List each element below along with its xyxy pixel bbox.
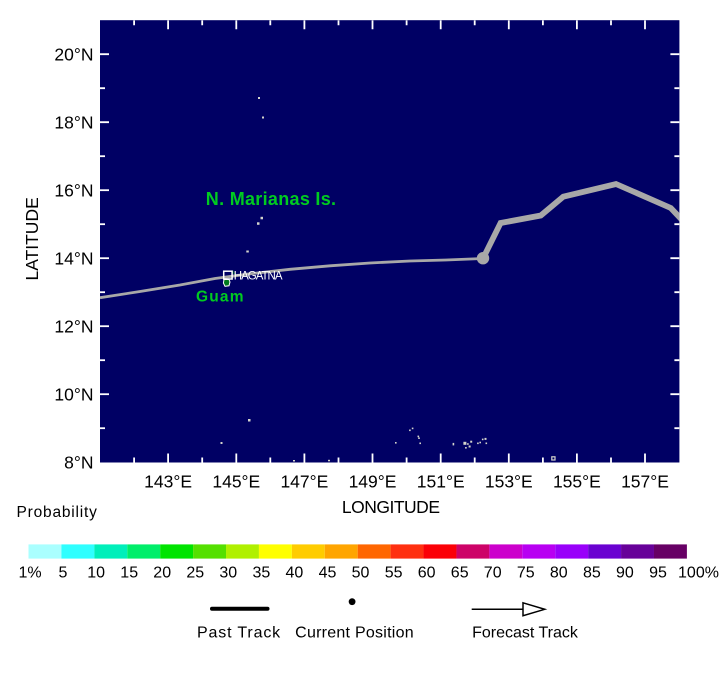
svg-text:Current Position: Current Position (295, 625, 414, 642)
svg-text:8°N: 8°N (64, 452, 93, 472)
svg-text:30: 30 (219, 565, 237, 582)
svg-text:14°N: 14°N (54, 248, 93, 268)
svg-text:145°E: 145°E (212, 472, 260, 492)
svg-text:155°E: 155°E (553, 472, 601, 492)
svg-text:50: 50 (352, 565, 370, 582)
svg-text:20°N: 20°N (54, 44, 93, 64)
svg-text:HAGATNA: HAGATNA (234, 270, 283, 282)
svg-text:Guam: Guam (196, 288, 245, 305)
svg-text:N. Marianas Is.: N. Marianas Is. (206, 189, 337, 209)
svg-text:10: 10 (87, 565, 105, 582)
svg-text:16°N: 16°N (54, 180, 93, 200)
svg-text:10°N: 10°N (54, 384, 93, 404)
svg-text:100%: 100% (678, 565, 719, 582)
svg-text:1%: 1% (18, 565, 41, 582)
svg-text:LONGITUDE: LONGITUDE (342, 497, 440, 517)
svg-text:75: 75 (517, 565, 535, 582)
svg-text:70: 70 (484, 565, 502, 582)
svg-text:65: 65 (451, 565, 469, 582)
svg-text:40: 40 (286, 565, 304, 582)
svg-text:147°E: 147°E (280, 472, 328, 492)
svg-text:20: 20 (153, 565, 171, 582)
svg-text:12°N: 12°N (54, 316, 93, 336)
svg-text:143°E: 143°E (144, 472, 192, 492)
svg-text:95: 95 (649, 565, 667, 582)
svg-text:Forecast Track: Forecast Track (472, 625, 579, 642)
svg-text:45: 45 (319, 565, 337, 582)
svg-text:90: 90 (616, 565, 634, 582)
svg-text:18°N: 18°N (54, 112, 93, 132)
svg-text:55: 55 (385, 565, 403, 582)
svg-text:157°E: 157°E (621, 472, 669, 492)
svg-text:80: 80 (550, 565, 568, 582)
svg-text:LATITUDE: LATITUDE (22, 197, 42, 280)
svg-text:151°E: 151°E (417, 472, 465, 492)
svg-text:15: 15 (120, 565, 138, 582)
svg-text:35: 35 (253, 565, 271, 582)
svg-text:Probability: Probability (17, 504, 98, 521)
svg-text:5: 5 (59, 565, 68, 582)
svg-text:149°E: 149°E (349, 472, 397, 492)
svg-text:60: 60 (418, 565, 436, 582)
svg-text:25: 25 (186, 565, 204, 582)
svg-text:85: 85 (583, 565, 601, 582)
svg-text:Past Track: Past Track (197, 625, 281, 642)
svg-text:153°E: 153°E (485, 472, 533, 492)
